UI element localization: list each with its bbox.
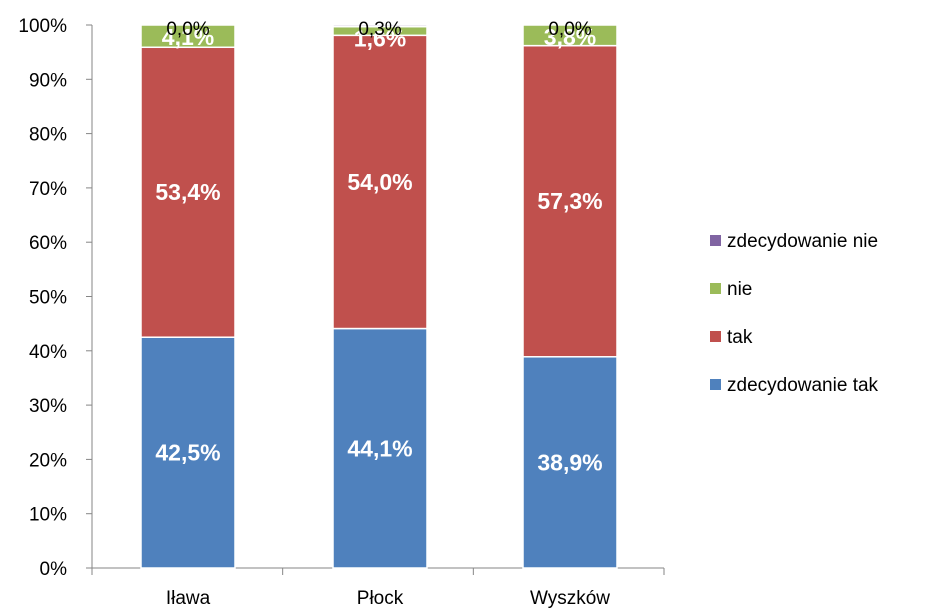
data-label: 0,0% [166,19,209,40]
x-category-label: Płock [357,588,404,609]
data-label: 3,8% [544,24,596,50]
x-category-label: Wyszków [530,588,610,609]
data-label: 44,1% [347,435,412,461]
y-tick-label: 100% [18,16,67,37]
legend-swatch [710,331,721,342]
y-tick-label: 20% [29,450,67,471]
legend: zdecydowanie nie nie tak zdecydowanie tak [710,231,879,396]
data-label: 4,1% [162,24,214,50]
bar-segment-zdecydowanie-tak [332,327,428,569]
data-label: 54,0% [347,169,412,195]
data-label: 0,0% [548,19,591,40]
x-category-label: Iława [166,588,211,609]
legend-swatch [710,235,721,246]
bar-segment-zdecydowanie-tak [140,336,236,569]
bar-segment-zdecydowanie-nie [332,24,428,28]
data-labels: 42,5%53,4%4,1%0,0%44,1%54,0%1,6%0,3%38,9… [155,19,602,475]
data-label: 53,4% [155,179,220,205]
data-label: 1,6% [354,26,406,52]
y-tick-label: 30% [29,396,67,417]
legend-swatch [710,379,721,390]
legend-swatch [710,283,721,294]
legend-label: zdecydowanie tak [727,375,879,396]
legend-label: zdecydowanie nie [727,231,878,252]
data-label: 0,3% [358,19,401,40]
legend-label: nie [727,279,752,300]
bar-segment-zdecydowanie-tak [522,356,618,569]
legend-label: tak [727,327,753,348]
y-tick-label: 90% [29,70,67,91]
bars [140,24,618,569]
axes: 0% 10% 20% 30% 40% 50% 60% 70% 80% 90% 100% Iława Pł… [18,16,665,609]
bar-segment-nie [522,24,618,47]
bar-segment-tak [140,46,236,338]
data-label: 42,5% [155,440,220,466]
y-tick-label: 60% [29,233,67,254]
y-tick-label: 0% [40,559,68,580]
y-tick-label: 40% [29,342,67,363]
y-tick-label: 80% [29,125,67,146]
data-label: 38,9% [537,449,602,475]
bar-segment-tak [522,44,618,358]
data-label: 57,3% [537,188,602,214]
bar-segment-nie [140,24,236,49]
y-tick-label: 50% [29,288,67,309]
y-tick-label: 70% [29,179,67,200]
y-tick-label: 10% [29,505,67,526]
